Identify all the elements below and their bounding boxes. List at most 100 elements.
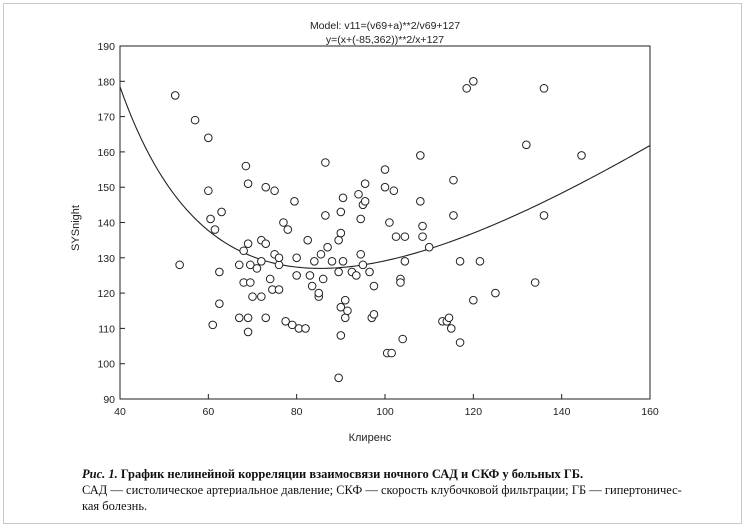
x-tick-label: 140 (553, 406, 571, 418)
y-tick-label: 120 (97, 288, 115, 300)
data-point (385, 218, 394, 227)
x-tick-label: 160 (641, 406, 659, 418)
data-point (281, 317, 290, 326)
data-point (338, 257, 348, 266)
y-tick-label: 180 (97, 76, 115, 88)
data-point (208, 320, 218, 330)
data-point (522, 140, 531, 150)
y-tick-label: 130 (97, 253, 115, 265)
x-axis-label: Клиренс (349, 432, 392, 444)
data-point (210, 225, 220, 234)
data-point (469, 295, 478, 305)
data-point (307, 281, 317, 291)
data-point (257, 257, 266, 266)
data-point (444, 313, 454, 323)
data-point (475, 257, 485, 266)
data-point (398, 334, 407, 344)
data-point (261, 313, 271, 323)
data-point (318, 274, 328, 284)
data-point (360, 197, 370, 206)
data-point (391, 232, 401, 241)
chart-title-line-2: y=(x+(-85,362))**2/x+127 (326, 34, 444, 46)
data-point (245, 278, 255, 287)
x-tick-label: 80 (291, 406, 303, 418)
data-point (455, 257, 465, 266)
data-point (175, 260, 184, 270)
data-point (336, 207, 346, 217)
y-tick-label: 90 (103, 394, 115, 406)
data-point (387, 348, 396, 358)
data-point (380, 165, 390, 174)
data-point (292, 271, 301, 280)
data-point (243, 239, 253, 248)
y-tick-label: 140 (97, 218, 115, 230)
data-point (369, 281, 379, 291)
data-point (539, 84, 549, 93)
data-point (455, 338, 465, 347)
data-point (305, 271, 315, 280)
data-point (190, 115, 200, 125)
data-point (241, 161, 251, 171)
data-point (314, 288, 324, 298)
data-point (248, 292, 257, 301)
data-point (380, 182, 390, 192)
data-point (416, 151, 425, 160)
data-point (217, 207, 226, 217)
data-point (446, 324, 456, 333)
data-point (356, 249, 366, 259)
data-point (274, 253, 284, 263)
data-point (323, 242, 332, 252)
data-point (400, 257, 410, 266)
data-point (336, 228, 346, 238)
x-tick-label: 60 (202, 406, 214, 418)
data-point (389, 186, 399, 196)
data-point (283, 225, 293, 234)
data-point (245, 260, 255, 270)
data-point (321, 211, 330, 220)
data-points (170, 77, 586, 383)
data-point (336, 302, 346, 312)
data-point (356, 214, 366, 224)
data-point (243, 179, 253, 188)
y-tick-label: 160 (97, 147, 115, 159)
y-tick-label: 110 (98, 323, 115, 335)
data-point (360, 179, 370, 188)
data-point (261, 182, 271, 192)
data-point (449, 211, 458, 220)
data-point (274, 260, 284, 270)
model-curve (119, 86, 651, 269)
data-point (577, 151, 586, 160)
chart-title: Model: v11=(v69+a)**2/v69+127 y=(x+(-85,… (310, 20, 460, 46)
data-point (316, 249, 326, 259)
data-point (239, 246, 248, 256)
chart-title-line-1: Model: v11=(v69+a)**2/v69+127 (310, 20, 460, 32)
y-tick-label: 170 (97, 112, 115, 124)
data-point (204, 133, 213, 143)
data-point (279, 218, 288, 227)
data-point (204, 186, 213, 196)
data-point (336, 331, 346, 340)
data-point (340, 295, 350, 305)
data-point (396, 278, 405, 287)
data-point (334, 373, 343, 383)
data-point (418, 232, 427, 241)
data-point (215, 299, 224, 308)
data-point (274, 285, 284, 294)
data-point (261, 239, 271, 248)
data-point (416, 197, 425, 206)
data-point (530, 278, 540, 287)
x-tick-label: 40 (114, 406, 126, 418)
data-point (469, 77, 478, 86)
data-point (321, 158, 330, 167)
data-point (170, 91, 180, 100)
data-point (462, 84, 472, 93)
data-point (424, 242, 434, 252)
data-point (257, 292, 266, 301)
data-point (265, 274, 275, 284)
data-point (400, 232, 410, 241)
caption-title-text: График нелинейной корреляции взаимосвязи… (120, 467, 584, 481)
caption-line-1: САД — систолическое артериальное давлени… (82, 483, 682, 497)
data-point (327, 257, 337, 266)
data-point (340, 313, 350, 323)
